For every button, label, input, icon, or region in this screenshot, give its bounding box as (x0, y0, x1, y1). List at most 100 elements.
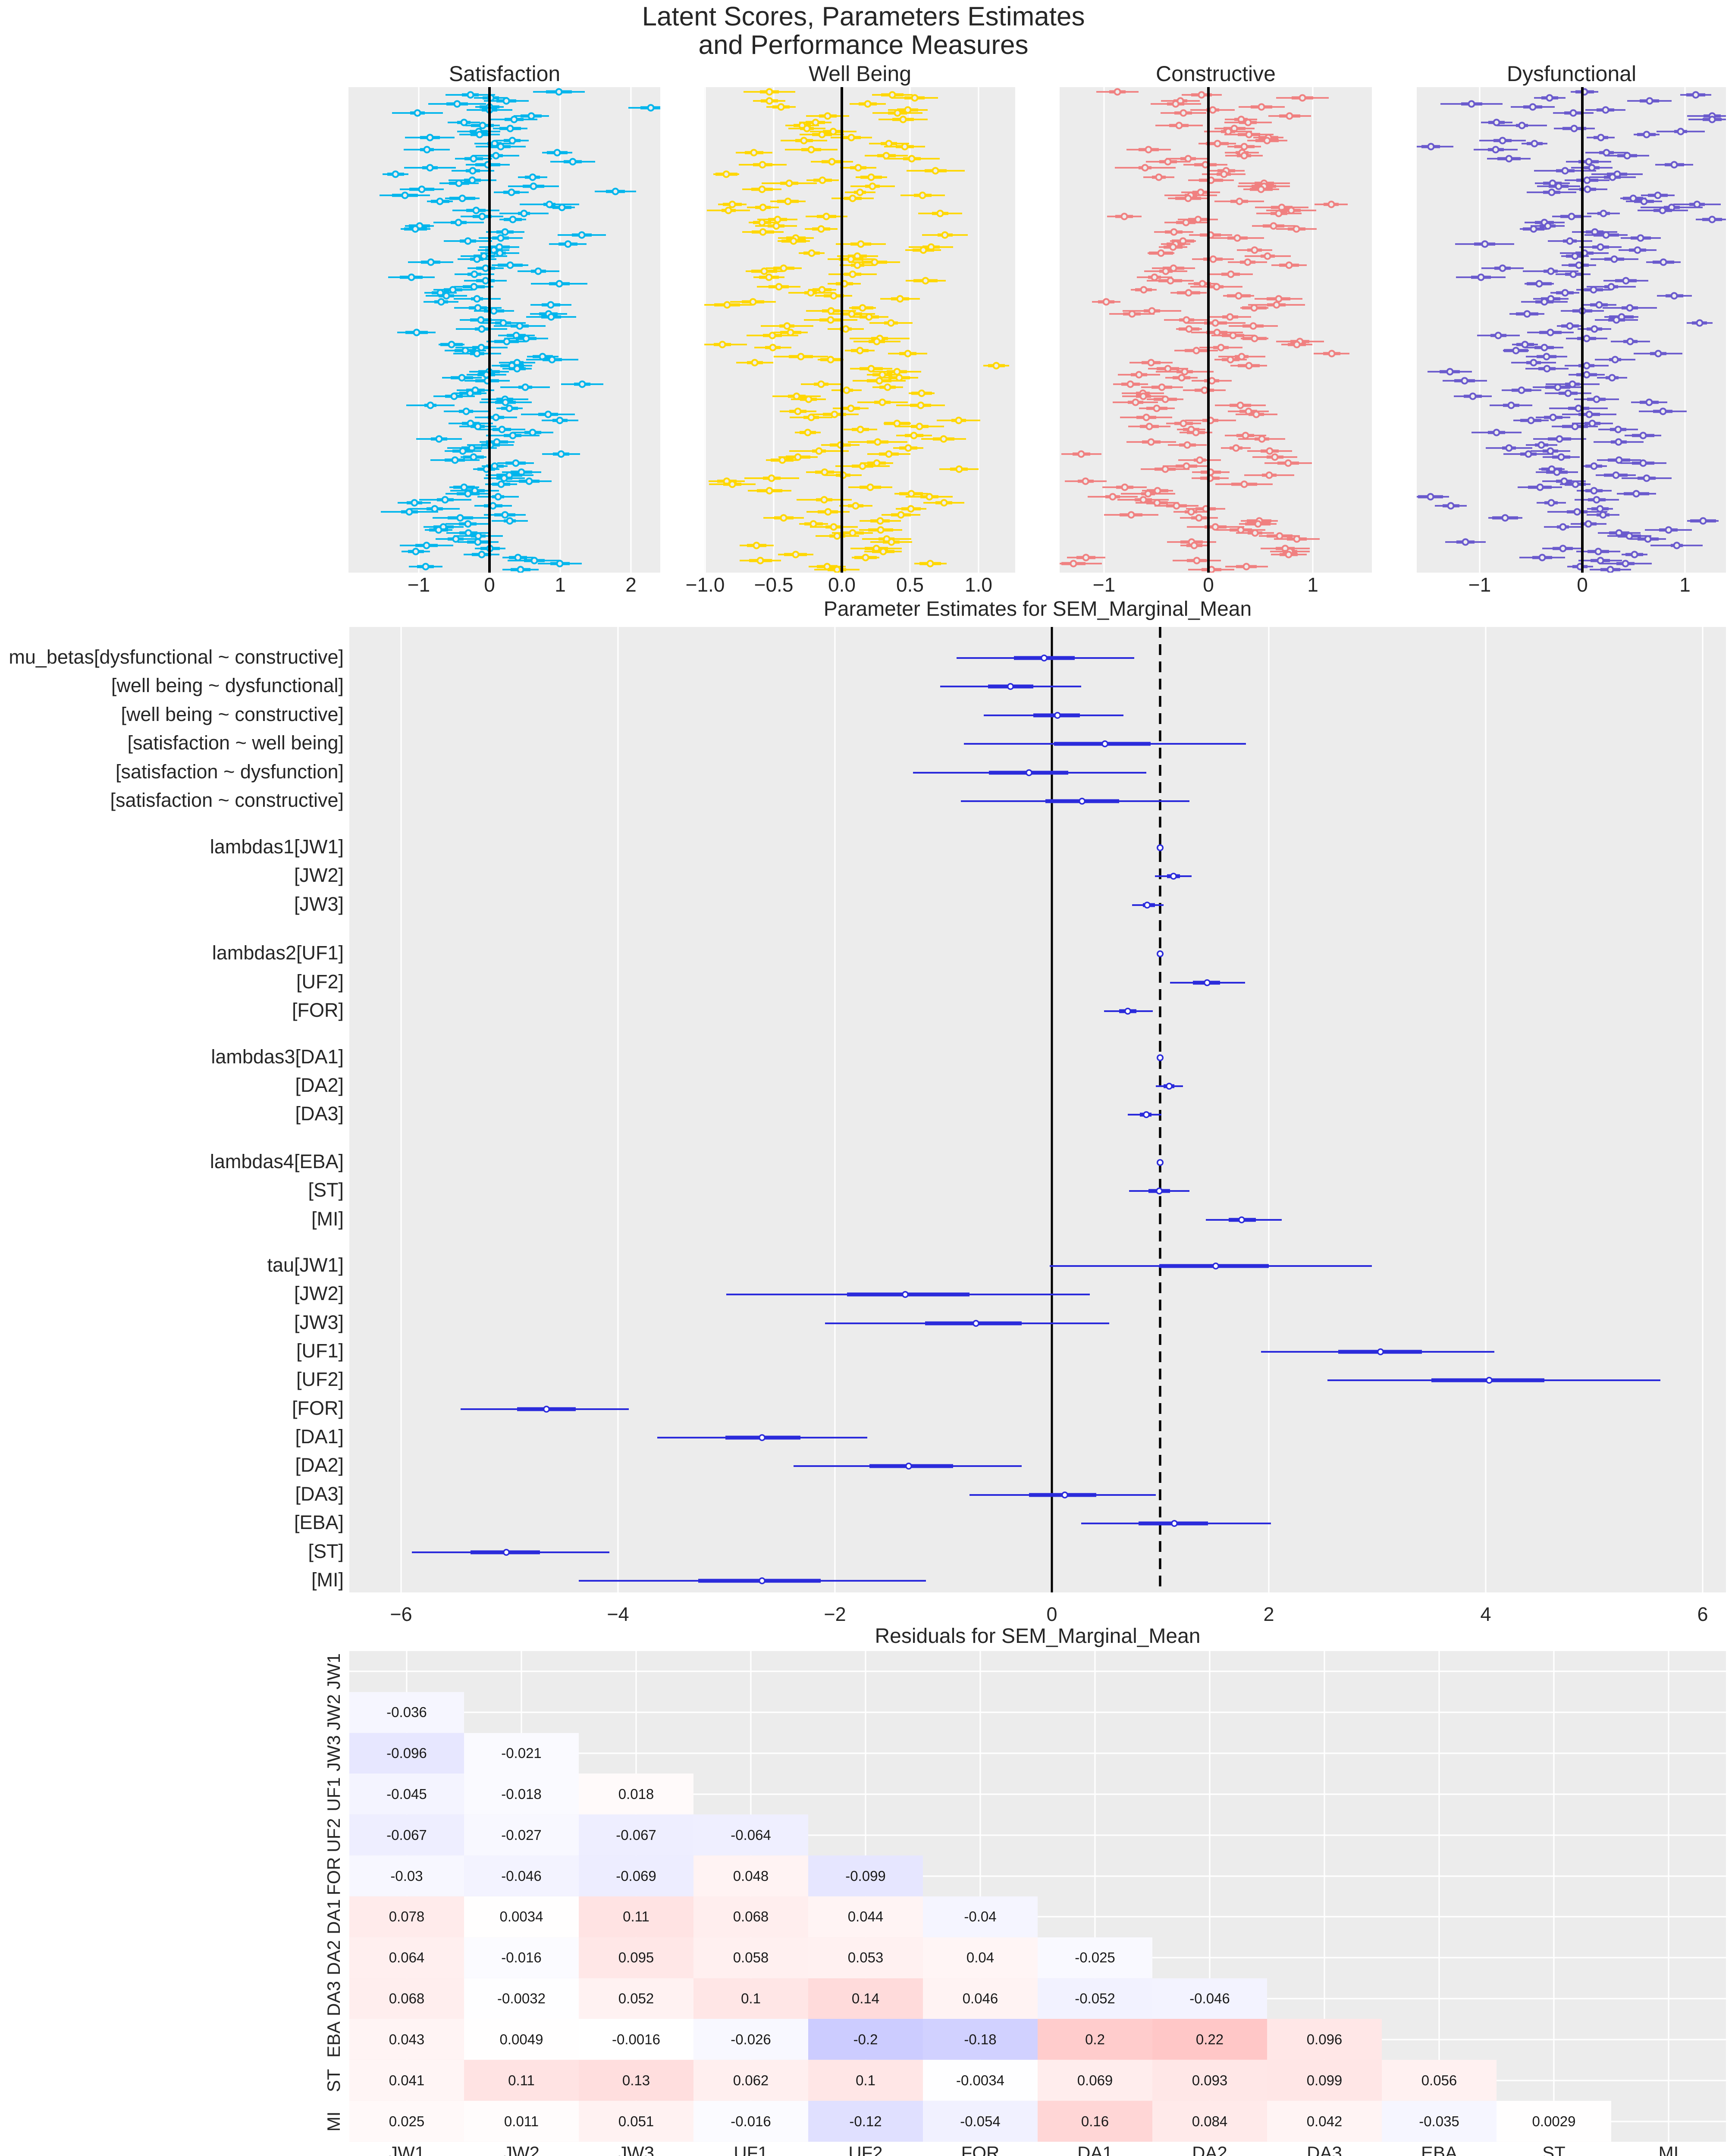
svg-text:0.056: 0.056 (1421, 2072, 1457, 2088)
svg-text:0.0049: 0.0049 (500, 2031, 543, 2047)
svg-text:[MI]: [MI] (311, 1569, 344, 1591)
svg-text:[DA2]: [DA2] (295, 1454, 344, 1476)
svg-text:2: 2 (625, 573, 637, 596)
svg-text:-0.069: -0.069 (616, 1868, 656, 1884)
svg-text:-0.054: -0.054 (960, 2113, 1001, 2129)
svg-text:0.069: 0.069 (1077, 2072, 1113, 2088)
svg-text:JW1: JW1 (389, 2143, 425, 2156)
svg-text:FOR: FOR (323, 1857, 344, 1896)
svg-text:DA3: DA3 (1307, 2143, 1342, 2156)
svg-text:0.1: 0.1 (856, 2072, 875, 2088)
svg-text:0.051: 0.051 (618, 2113, 654, 2129)
svg-text:lambdas4[EBA]: lambdas4[EBA] (210, 1150, 344, 1172)
svg-text:0.062: 0.062 (733, 2072, 769, 2088)
svg-text:0.11: 0.11 (623, 1908, 649, 1924)
svg-text:lambdas3[DA1]: lambdas3[DA1] (211, 1046, 344, 1068)
svg-text:UF2: UF2 (323, 1818, 344, 1852)
svg-text:-0.025: -0.025 (1075, 1949, 1115, 1965)
svg-text:0.011: 0.011 (504, 2113, 539, 2129)
svg-text:0.068: 0.068 (733, 1908, 769, 1924)
svg-text:0: 0 (484, 573, 495, 596)
svg-text:0.041: 0.041 (389, 2072, 425, 2088)
svg-text:[UF1]: [UF1] (296, 1340, 344, 1362)
svg-text:JW3: JW3 (323, 1735, 344, 1771)
svg-text:0.13: 0.13 (622, 2072, 650, 2088)
svg-text:0.046: 0.046 (963, 1990, 998, 2006)
svg-text:0.093: 0.093 (1192, 2072, 1228, 2088)
svg-text:[satisfaction ~ well being]: [satisfaction ~ well being] (127, 732, 344, 754)
svg-text:0.058: 0.058 (733, 1949, 769, 1965)
svg-text:1: 1 (555, 573, 566, 596)
svg-text:FOR: FOR (961, 2143, 1000, 2156)
svg-text:[JW2]: [JW2] (294, 864, 344, 886)
svg-text:[UF2]: [UF2] (296, 1368, 344, 1390)
svg-text:JW1: JW1 (323, 1653, 344, 1689)
svg-text:0.053: 0.053 (848, 1949, 884, 1965)
svg-text:-0.12: -0.12 (849, 2113, 882, 2129)
svg-text:[well being ~ constructive]: [well being ~ constructive] (121, 703, 344, 725)
svg-text:[JW3]: [JW3] (294, 893, 344, 915)
svg-text:0.2: 0.2 (1085, 2031, 1105, 2047)
svg-text:1: 1 (1307, 573, 1318, 596)
svg-text:-0.0032: -0.0032 (497, 1990, 546, 2006)
svg-text:-0.052: -0.052 (1075, 1990, 1115, 2006)
svg-text:mu_betas[dysfunctional ~ const: mu_betas[dysfunctional ~ constructive] (9, 646, 344, 668)
svg-text:DA2: DA2 (1192, 2143, 1227, 2156)
svg-text:[FOR]: [FOR] (292, 999, 344, 1021)
svg-text:2: 2 (1263, 1603, 1274, 1625)
svg-text:-0.027: -0.027 (501, 1827, 542, 1843)
svg-text:Well Being: Well Being (809, 62, 911, 86)
svg-text:lambdas1[JW1]: lambdas1[JW1] (210, 836, 344, 858)
svg-text:0.064: 0.064 (389, 1949, 425, 1965)
svg-text:-0.096: -0.096 (386, 1745, 427, 1761)
svg-text:-0.036: -0.036 (386, 1704, 427, 1720)
svg-text:-0.0016: -0.0016 (612, 2031, 660, 2047)
svg-text:-0.016: -0.016 (731, 2113, 771, 2129)
svg-text:MI: MI (1659, 2143, 1679, 2156)
svg-text:0.0034: 0.0034 (500, 1908, 543, 1924)
svg-text:[satisfaction ~ constructive]: [satisfaction ~ constructive] (110, 789, 344, 811)
svg-text:[ST]: [ST] (308, 1179, 344, 1201)
svg-text:-0.035: -0.035 (1419, 2113, 1459, 2129)
svg-text:[DA3]: [DA3] (295, 1483, 344, 1505)
svg-text:0: 0 (1203, 573, 1214, 596)
svg-text:ST: ST (1542, 2143, 1566, 2156)
svg-text:EBA: EBA (323, 2021, 344, 2058)
svg-text:0.11: 0.11 (508, 2072, 535, 2088)
svg-text:0: 0 (1577, 573, 1588, 596)
svg-text:6: 6 (1697, 1603, 1708, 1625)
svg-text:-0.046: -0.046 (1189, 1990, 1230, 2006)
svg-text:JW2: JW2 (323, 1694, 344, 1730)
svg-text:−1.0: −1.0 (686, 573, 725, 596)
svg-text:-0.021: -0.021 (501, 1745, 542, 1761)
svg-text:0.048: 0.048 (733, 1868, 769, 1884)
svg-text:[JW3]: [JW3] (294, 1311, 344, 1333)
svg-text:-0.016: -0.016 (501, 1949, 542, 1965)
svg-text:Residuals for SEM_Marginal_Mea: Residuals for SEM_Marginal_Mean (875, 1625, 1200, 1648)
svg-text:-0.2: -0.2 (853, 2031, 878, 2047)
svg-text:tau[JW1]: tau[JW1] (267, 1254, 344, 1276)
svg-text:0: 0 (1046, 1603, 1057, 1625)
svg-text:-0.064: -0.064 (731, 1827, 771, 1843)
svg-text:-0.026: -0.026 (731, 2031, 771, 2047)
svg-text:-0.099: -0.099 (845, 1868, 886, 1884)
svg-text:−1: −1 (408, 573, 430, 596)
svg-text:[well being ~ dysfunctional]: [well being ~ dysfunctional] (111, 674, 344, 696)
svg-text:-0.045: -0.045 (386, 1786, 427, 1802)
svg-text:-0.0034: -0.0034 (956, 2072, 1004, 2088)
svg-text:DA3: DA3 (323, 1981, 344, 2016)
svg-text:UF1: UF1 (734, 2143, 768, 2156)
svg-text:EBA: EBA (1421, 2143, 1457, 2156)
svg-text:[satisfaction ~ dysfunction]: [satisfaction ~ dysfunction] (116, 761, 344, 783)
svg-text:0.0029: 0.0029 (1532, 2113, 1576, 2129)
svg-text:−6: −6 (390, 1603, 412, 1625)
svg-text:-0.04: -0.04 (964, 1908, 996, 1924)
svg-text:0.025: 0.025 (389, 2113, 425, 2129)
svg-text:DA1: DA1 (323, 1899, 344, 1934)
svg-text:0.14: 0.14 (852, 1990, 879, 2006)
svg-text:4: 4 (1480, 1603, 1491, 1625)
svg-text:MI: MI (323, 2112, 344, 2132)
svg-text:−0.5: −0.5 (754, 573, 794, 596)
svg-text:[FOR]: [FOR] (292, 1397, 344, 1419)
svg-text:-0.018: -0.018 (501, 1786, 542, 1802)
